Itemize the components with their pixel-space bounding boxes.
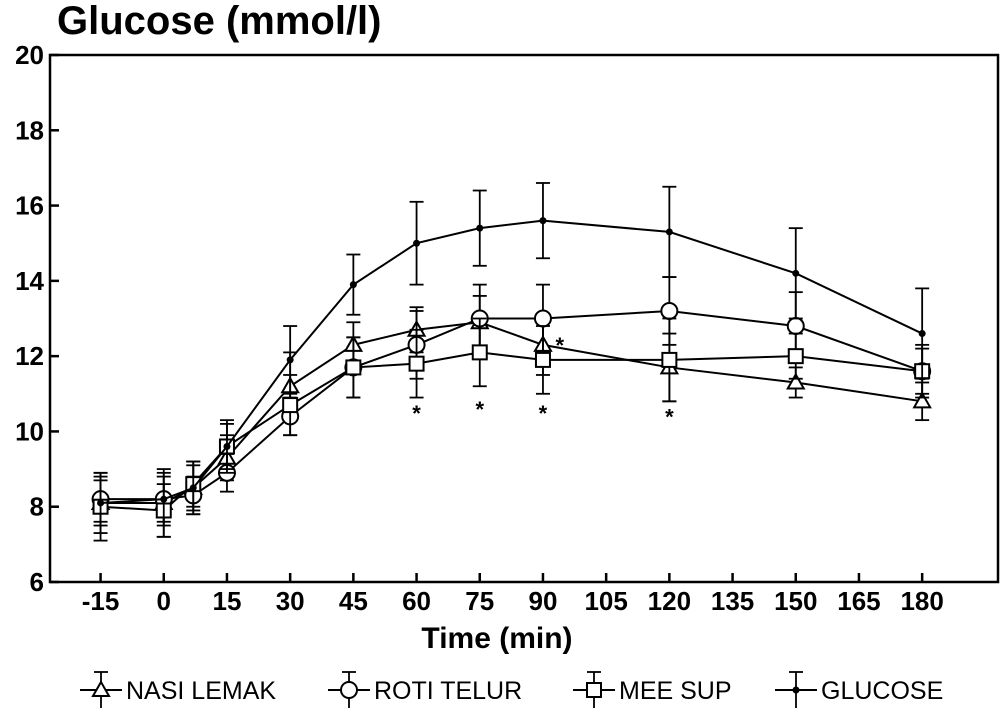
y-tick-label: 16 <box>15 191 44 221</box>
data-point <box>282 397 299 414</box>
x-tick-label: 45 <box>339 586 368 616</box>
y-tick-label: 8 <box>30 492 44 522</box>
legend-marker <box>91 679 111 697</box>
data-point <box>476 224 484 232</box>
data-point <box>286 356 294 364</box>
data-point <box>97 499 105 507</box>
x-tick-label: 105 <box>584 586 627 616</box>
significance-asterisk: * <box>556 333 565 358</box>
x-tick-label: 165 <box>837 586 880 616</box>
data-point <box>413 239 421 247</box>
y-tick-label: 10 <box>15 416 44 446</box>
data-point <box>786 372 806 390</box>
legend-marker <box>792 686 800 694</box>
significance-asterisk: * <box>539 401 548 426</box>
data-point <box>787 348 804 365</box>
plot-frame <box>48 53 1000 584</box>
data-point <box>534 351 551 368</box>
legend-marker <box>586 682 602 698</box>
data-point <box>792 269 800 277</box>
legend-label: ROTI TELUR <box>374 677 522 705</box>
data-point <box>912 391 932 409</box>
data-point <box>189 484 197 492</box>
x-tick-label: 150 <box>774 586 817 616</box>
y-tick-label: 14 <box>15 266 44 296</box>
data-point <box>408 355 425 372</box>
legend-item-nasi-lemak: NASI LEMAK <box>80 671 276 708</box>
significance-asterisk: * <box>412 401 421 426</box>
legend-label: MEE SUP <box>619 677 732 705</box>
x-tick-label: 60 <box>402 586 431 616</box>
legend-label: GLUCOSE <box>821 677 943 705</box>
y-tick-label: 20 <box>15 40 44 70</box>
series-layer <box>90 182 932 542</box>
data-point <box>160 495 168 503</box>
series-mee-sup <box>92 317 931 542</box>
series-nasi-lemak <box>90 295 932 538</box>
data-point <box>471 344 488 361</box>
x-tick-label: 75 <box>465 586 494 616</box>
legend-marker <box>340 681 358 699</box>
x-tick-label: 120 <box>648 586 691 616</box>
series-line <box>100 219 923 504</box>
legend-label: NASI LEMAK <box>126 677 276 705</box>
legend: NASI LEMAK ROTI TELUR MEE SUP GLUCOSE <box>80 671 943 708</box>
x-tick-label: 90 <box>528 586 557 616</box>
data-point <box>345 359 362 376</box>
y-tick-label: 18 <box>15 115 44 145</box>
x-axis: -15 0 15 30 45 60 75 90 105 120 135 150 165 180 <box>82 573 944 616</box>
legend-item-roti-telur: ROTI TELUR <box>328 671 522 708</box>
legend-item-glucose: GLUCOSE <box>775 671 943 708</box>
significance-markers: * * * * * <box>412 333 674 430</box>
x-tick-label: 0 <box>157 586 171 616</box>
data-point <box>533 309 552 328</box>
data-point <box>223 442 231 450</box>
x-tick-label: 135 <box>711 586 754 616</box>
x-tick-label: -15 <box>82 586 120 616</box>
x-tick-label: 15 <box>212 586 241 616</box>
x-tick-label: 30 <box>276 586 305 616</box>
y-tick-label: 12 <box>15 341 44 371</box>
data-point <box>786 317 805 336</box>
series-roti-telur <box>91 276 932 523</box>
data-point <box>661 351 678 368</box>
data-point <box>660 301 679 320</box>
significance-asterisk: * <box>665 405 674 430</box>
data-point <box>918 330 926 338</box>
data-point <box>349 281 357 289</box>
data-point <box>665 228 673 236</box>
x-axis-title: Time (min) <box>421 622 572 655</box>
legend-item-mee-sup: MEE SUP <box>573 671 732 708</box>
data-point <box>539 217 547 225</box>
significance-asterisk: * <box>475 397 484 422</box>
chart-title: Glucose (mmol/l) <box>57 0 382 43</box>
series-line <box>100 351 923 512</box>
y-tick-label: 6 <box>30 567 44 597</box>
series-glucose <box>93 182 930 527</box>
x-tick-label: 180 <box>900 586 943 616</box>
y-axis: 6 8 10 12 14 16 18 20 <box>15 40 59 597</box>
